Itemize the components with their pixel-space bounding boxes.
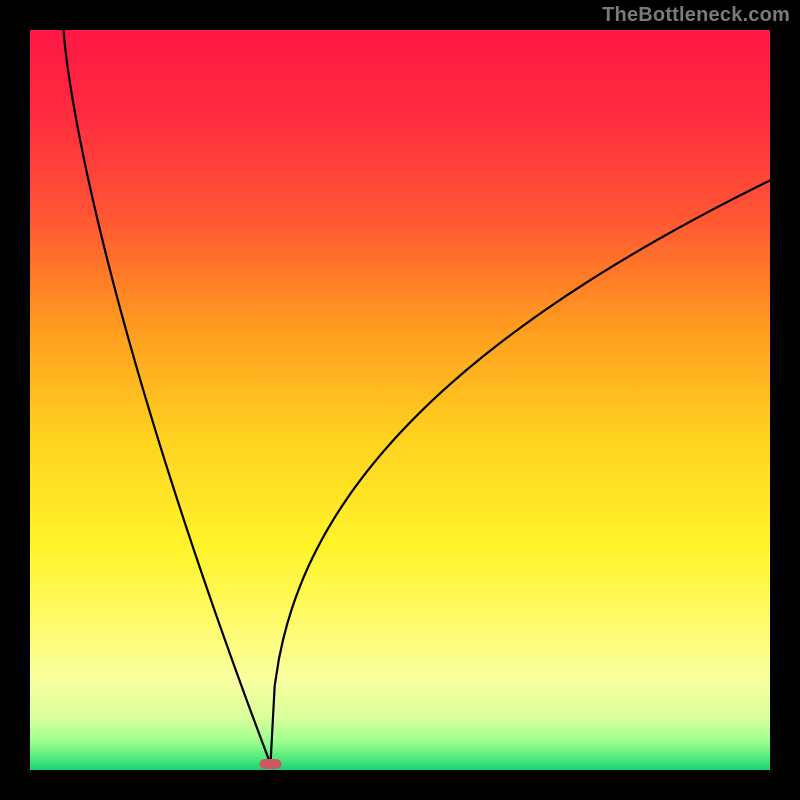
bottleneck-chart: TheBottleneck.com	[0, 0, 800, 800]
chart-canvas	[0, 0, 800, 800]
watermark-text: TheBottleneck.com	[602, 4, 790, 27]
